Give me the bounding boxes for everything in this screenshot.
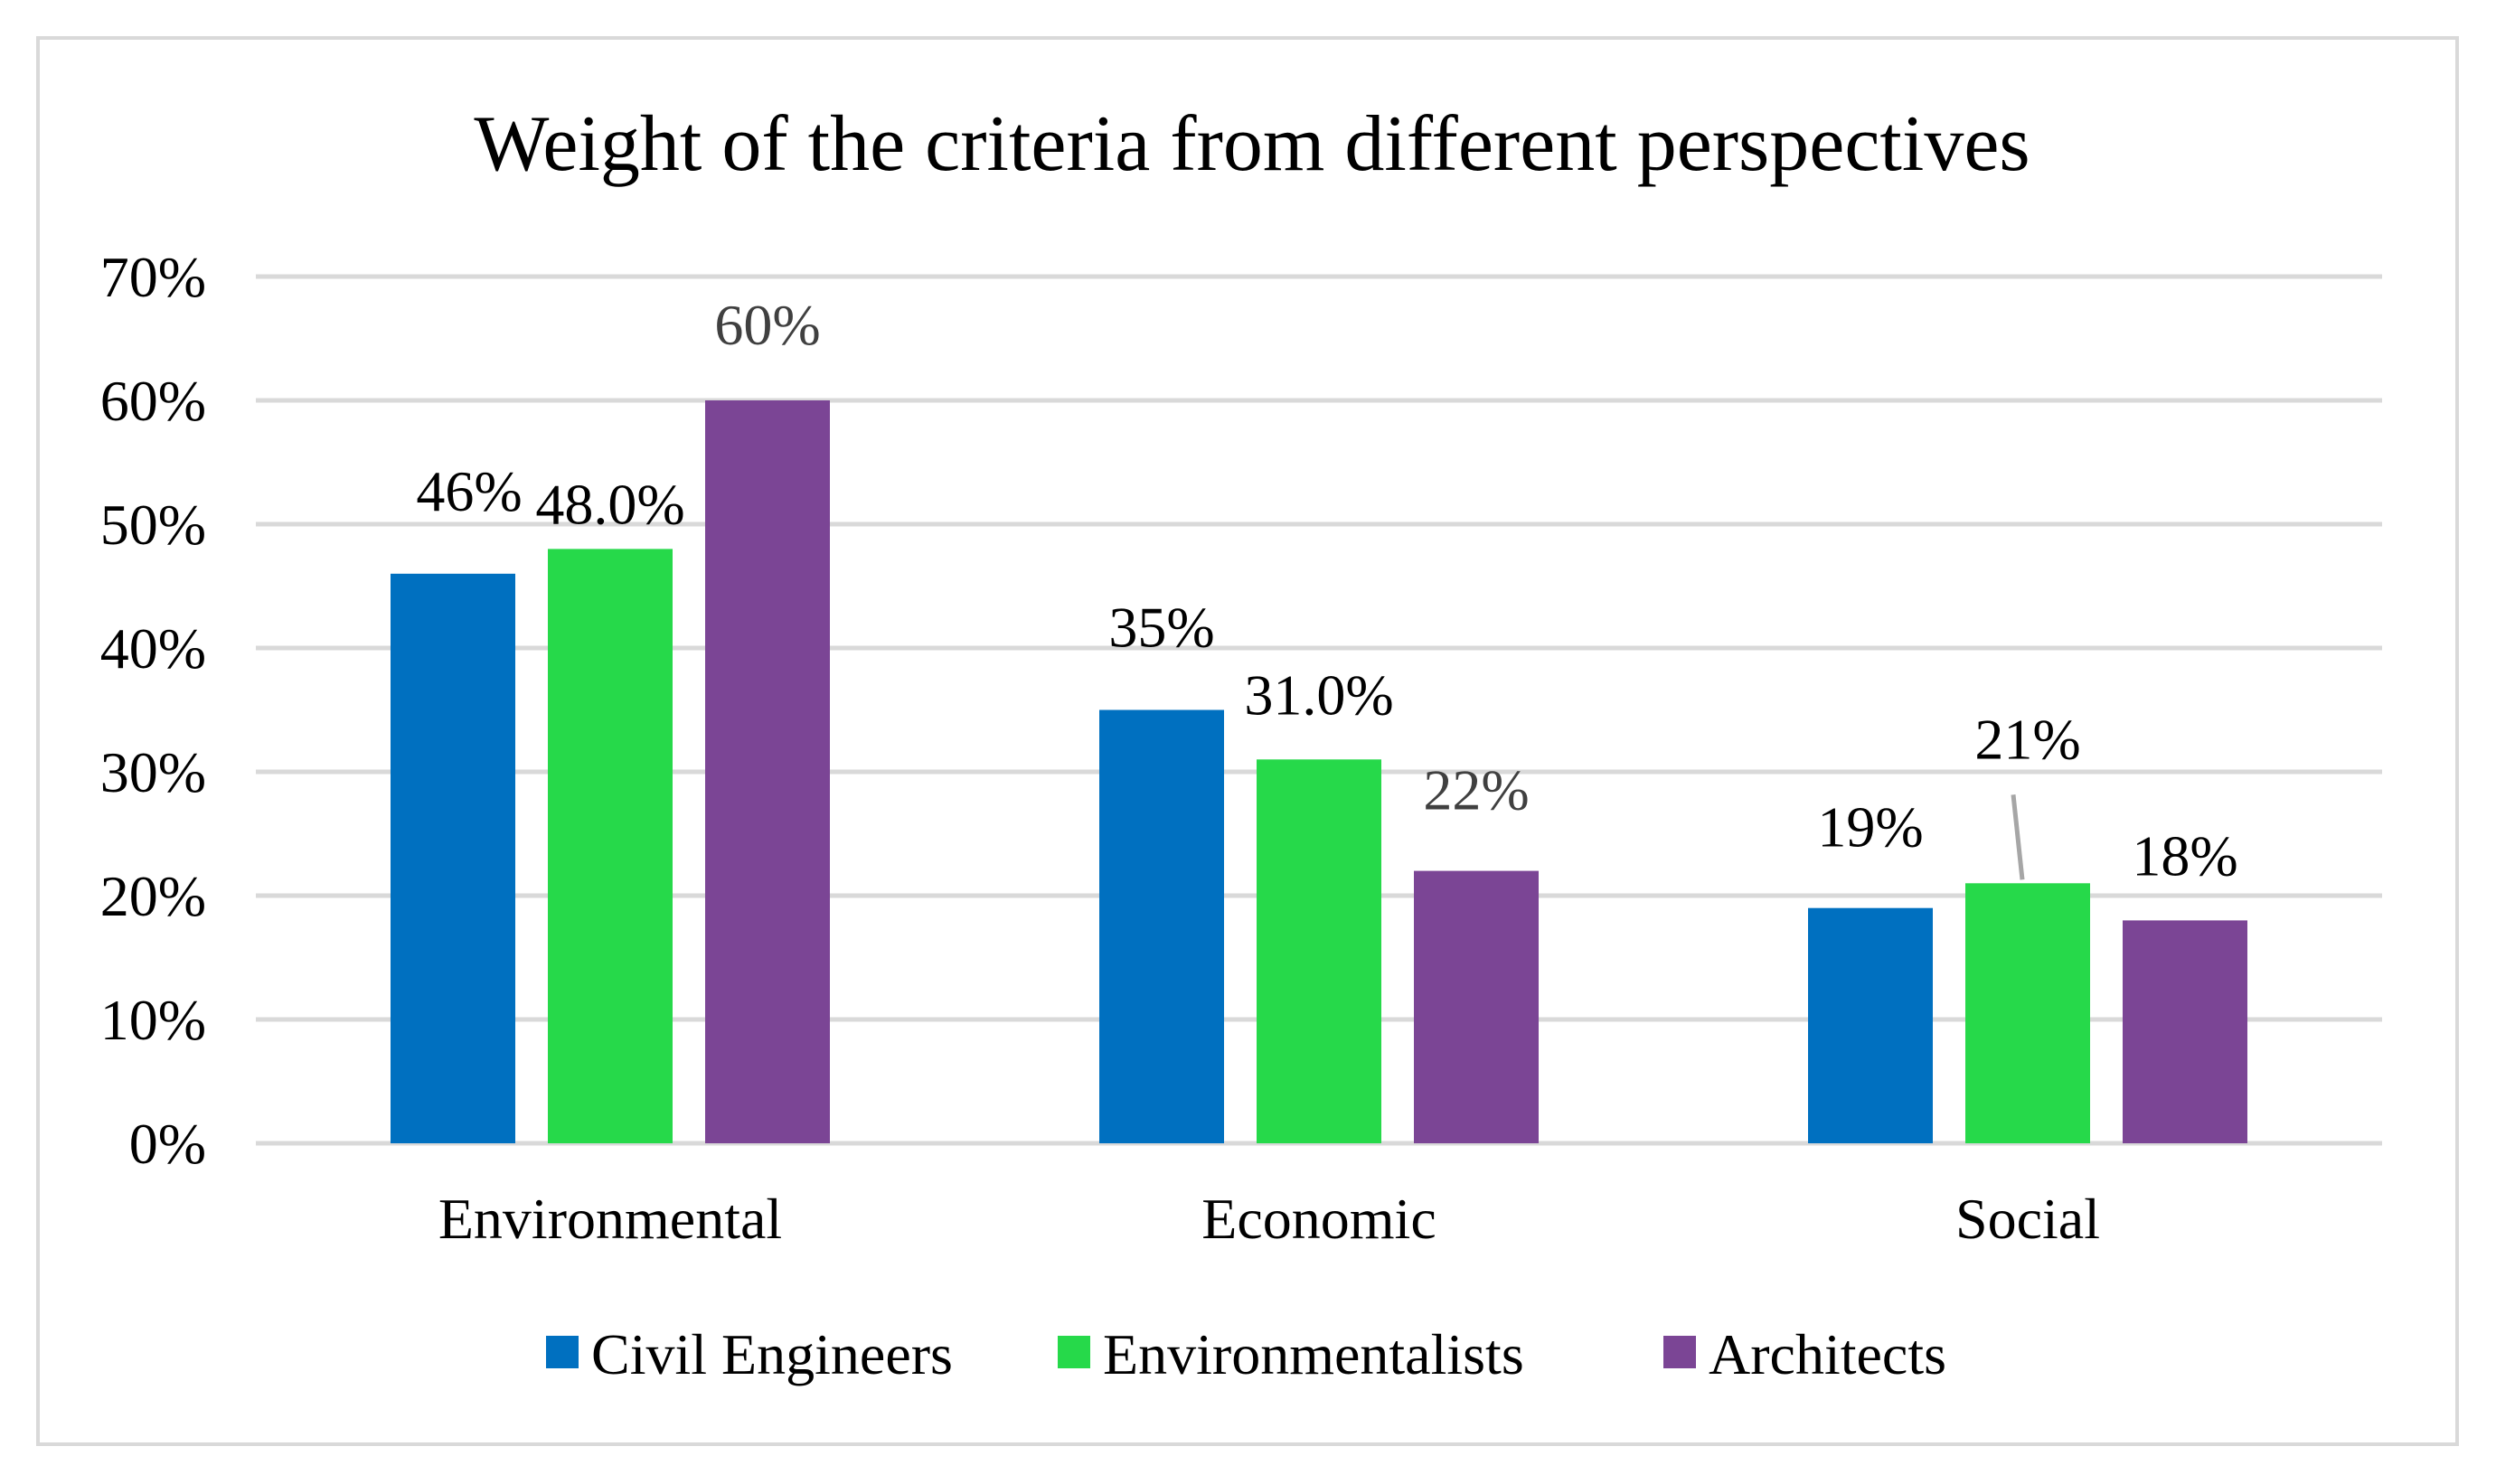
y-tick-label: 50%	[100, 493, 206, 557]
y-tick-label: 20%	[100, 864, 206, 928]
bar-civil-engineers-social	[1808, 907, 1933, 1143]
legend-label: Civil Engineers	[591, 1322, 953, 1386]
x-category-label: Economic	[1201, 1187, 1436, 1251]
legend-label: Architects	[1709, 1322, 1946, 1386]
data-labels: 46% 48.0% 60% 35% 31.0% 22% 19% 21% 18%	[416, 293, 2237, 888]
bar-civil-engineers-environmental	[391, 573, 515, 1143]
data-label: 18%	[2132, 823, 2237, 888]
bar-architects-economic	[1414, 870, 1539, 1143]
bar-environmentalists-environmental	[548, 549, 673, 1143]
x-axis-categories: Environmental Economic Social	[438, 1187, 2100, 1251]
y-axis-ticks: 0% 10% 20% 30% 40% 50% 60% 70%	[100, 245, 206, 1176]
data-label: 60%	[714, 293, 820, 357]
y-tick-label: 10%	[100, 988, 206, 1052]
leader-line	[2011, 794, 2025, 880]
bar-architects-environmental	[705, 400, 830, 1143]
data-label: 19%	[1817, 795, 1923, 859]
legend-swatch	[546, 1336, 579, 1368]
legend: Civil Engineers Environmentalists Architec…	[546, 1322, 1946, 1386]
x-category-label: Environmental	[438, 1187, 782, 1251]
data-label: 46%	[416, 459, 522, 523]
bar-series	[391, 400, 2247, 1143]
data-label: 31.0%	[1244, 662, 1393, 727]
legend-swatch	[1663, 1336, 1696, 1368]
legend-label: Environmentalists	[1103, 1322, 1524, 1386]
data-label: 22%	[1423, 758, 1529, 822]
legend-swatch	[1058, 1336, 1090, 1368]
y-tick-label: 30%	[100, 740, 206, 804]
data-label: 48.0%	[535, 472, 684, 536]
bar-environmentalists-economic	[1257, 759, 1381, 1143]
y-tick-label: 60%	[100, 369, 206, 433]
bar-environmentalists-social	[1965, 883, 2090, 1143]
x-category-label: Social	[1955, 1187, 2100, 1251]
leader-lines	[2011, 794, 2025, 880]
chart-title: Weight of the criteria from different pe…	[474, 100, 2030, 188]
y-tick-label: 70%	[100, 245, 206, 309]
data-label: 35%	[1108, 596, 1214, 660]
y-tick-label: 40%	[100, 616, 206, 681]
bar-civil-engineers-economic	[1099, 709, 1224, 1143]
bar-architects-social	[2123, 920, 2247, 1143]
data-label: 21%	[1974, 707, 2080, 771]
y-tick-label: 0%	[129, 1112, 206, 1176]
